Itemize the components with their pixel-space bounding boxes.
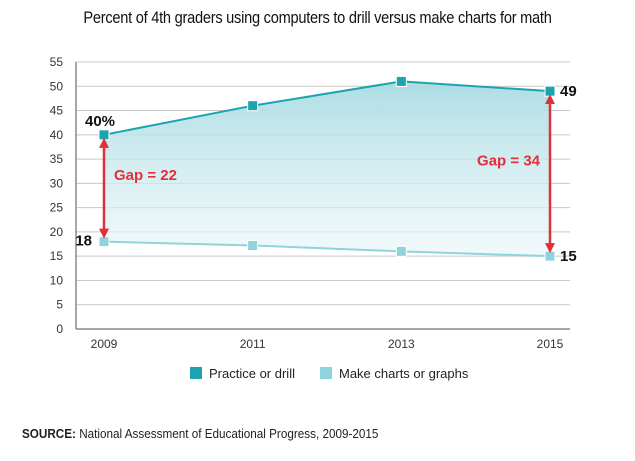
series <box>98 75 556 262</box>
annotations: Gap = 22 Gap = 34 <box>99 94 555 254</box>
data-label: 18 <box>75 233 92 250</box>
data-label: 40% <box>85 113 115 130</box>
data-label: 49 <box>560 83 577 100</box>
y-tick-label: 0 <box>56 322 63 336</box>
y-tick-label: 10 <box>50 273 64 287</box>
x-tick-label: 2013 <box>388 337 415 351</box>
legend-label: Make charts or graphs <box>339 366 469 381</box>
labels: 40% 49 18 15 <box>75 83 576 265</box>
chart-title: Percent of 4th graders using computers t… <box>83 8 552 27</box>
source-note: SOURCE: National Assessment of Education… <box>22 426 378 441</box>
y-tick-label: 45 <box>50 104 64 118</box>
gap-label: Gap = 22 <box>114 167 177 184</box>
series-2-point <box>395 245 407 257</box>
series-2-point <box>544 250 556 262</box>
series-line-1 <box>103 80 551 136</box>
shaded-gap-region <box>104 81 550 257</box>
y-tick-label: 25 <box>50 201 64 215</box>
series-line-2 <box>103 240 551 258</box>
series-1-point <box>544 85 556 97</box>
series-1-point <box>247 100 259 112</box>
y-tick-label: 20 <box>50 225 64 239</box>
legend: Practice or drill Make charts or graphs <box>190 366 469 381</box>
legend-swatch <box>190 367 202 379</box>
y-tick-label: 5 <box>56 298 63 312</box>
source-text: National Assessment of Educational Progr… <box>79 426 379 441</box>
legend-label: Practice or drill <box>209 366 295 381</box>
source-label: SOURCE: <box>22 426 76 441</box>
x-tick-label: 2011 <box>240 337 266 351</box>
line-chart: 0 5 10 15 20 25 30 35 40 45 50 55 2009 2011 2013 2015 G… <box>50 55 577 381</box>
y-tick-label: 35 <box>50 152 64 166</box>
series-1-point <box>395 75 407 87</box>
y-tick-label: 55 <box>50 55 64 69</box>
legend-swatch <box>320 367 332 379</box>
gap-area <box>104 81 550 257</box>
y-tick-label: 50 <box>50 79 64 93</box>
y-tick-label: 30 <box>50 176 64 190</box>
y-tick-label: 40 <box>50 128 64 142</box>
series-2-point <box>247 240 259 252</box>
x-tick-label: 2015 <box>537 337 564 351</box>
gap-label: Gap = 34 <box>477 153 541 170</box>
series-2-point <box>98 236 110 248</box>
data-label: 15 <box>560 248 577 265</box>
y-tick-label: 15 <box>50 249 64 263</box>
x-tick-label: 2009 <box>91 337 118 351</box>
series-1-point <box>98 129 110 141</box>
